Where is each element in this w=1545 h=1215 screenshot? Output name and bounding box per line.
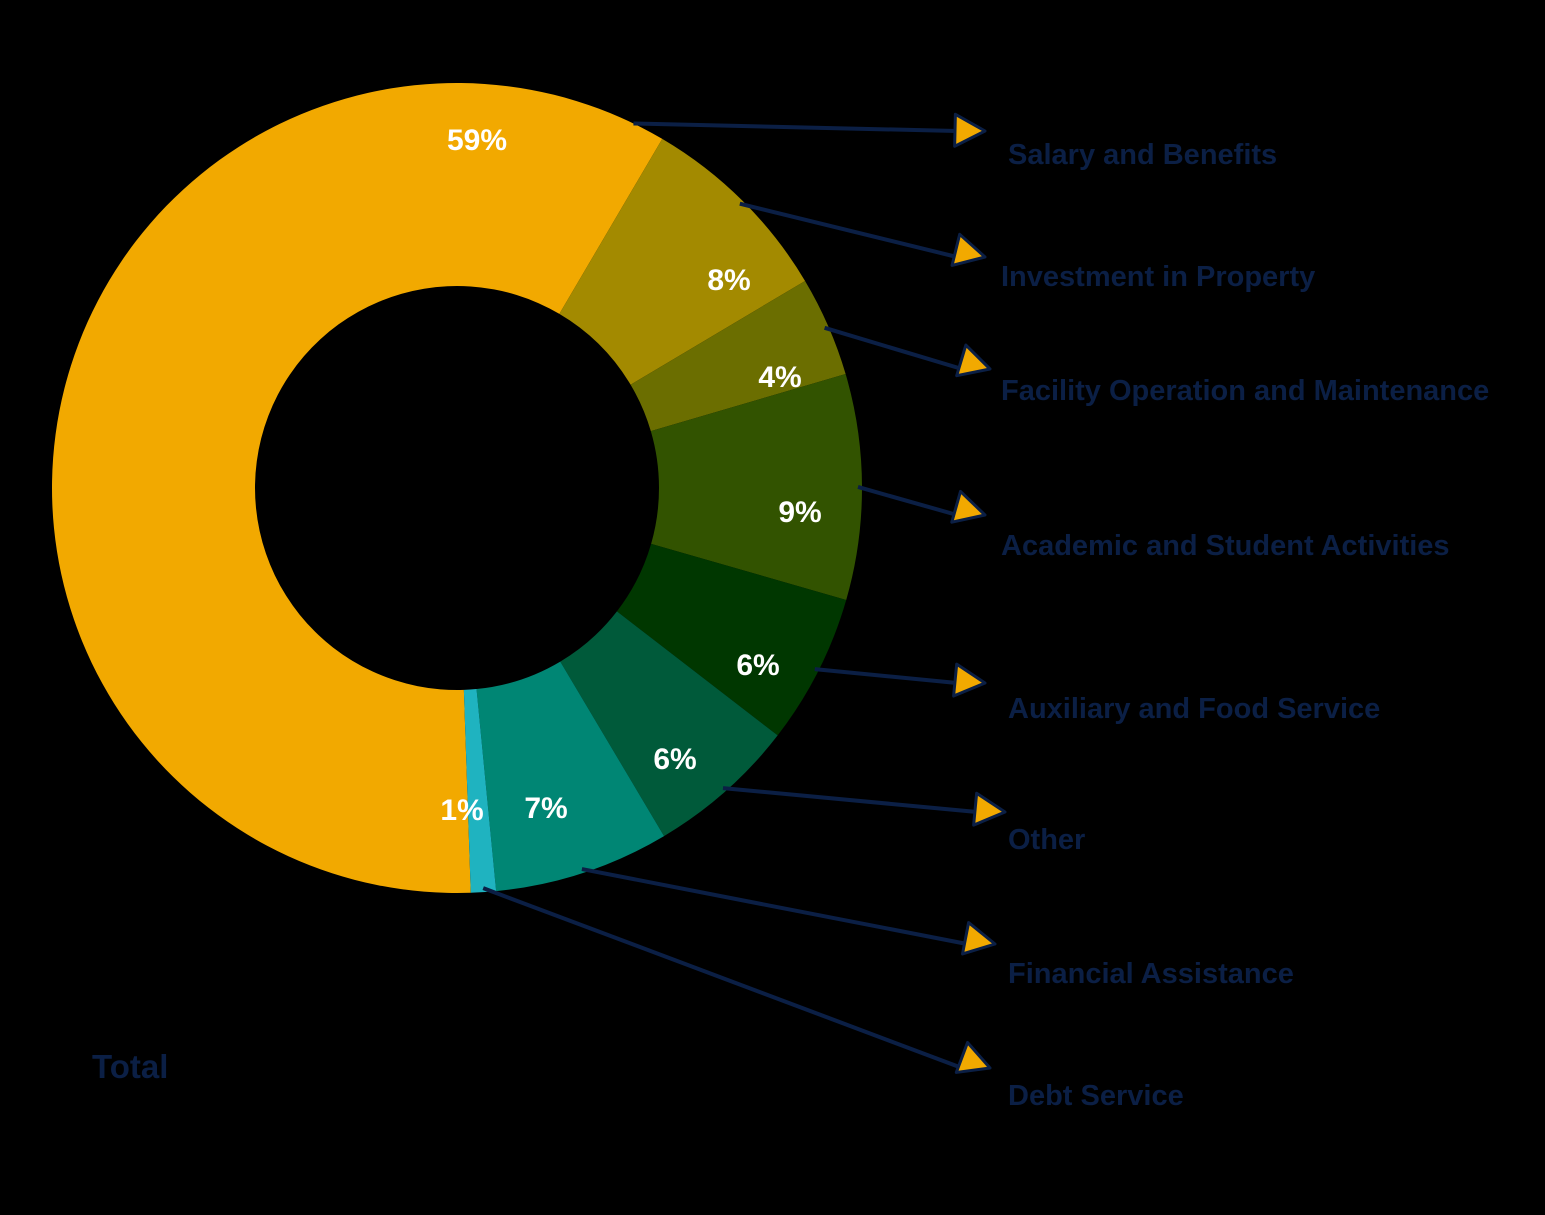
legend-label: Other bbox=[1008, 824, 1085, 856]
arrow-icon bbox=[972, 791, 1007, 827]
data-label: 6% bbox=[736, 649, 779, 682]
chart-title: Total bbox=[92, 1048, 168, 1085]
leader-line bbox=[633, 121, 958, 133]
legend-label: Salary and Benefits bbox=[1008, 139, 1277, 171]
legend-label: Academic and Student Activities bbox=[1001, 530, 1450, 562]
legend-label: Facility Operation and Maintenance bbox=[1001, 375, 1489, 407]
legend-label: Auxiliary and Food Service bbox=[1008, 693, 1380, 725]
data-label: 9% bbox=[778, 496, 821, 529]
data-label: 1% bbox=[440, 794, 483, 827]
data-label: 7% bbox=[524, 792, 567, 825]
slice-other bbox=[560, 611, 778, 837]
legend-label: Investment in Property bbox=[1001, 261, 1315, 293]
data-label: 4% bbox=[758, 361, 801, 394]
arrow-icon bbox=[950, 232, 987, 267]
leader-line bbox=[824, 325, 963, 371]
data-label: 59% bbox=[447, 124, 507, 157]
slice-academic-and-student-activities bbox=[650, 374, 862, 600]
leader-line bbox=[857, 485, 958, 517]
legend-label: Debt Service bbox=[1008, 1080, 1184, 1112]
legend: Salary and Benefits Investment in Propert… bbox=[1001, 139, 1489, 1112]
slice-facility-operation-and-maintenance bbox=[630, 280, 846, 432]
arrow-icon bbox=[955, 343, 992, 378]
leader-line bbox=[739, 201, 958, 259]
leader-line bbox=[581, 867, 968, 946]
data-label: 8% bbox=[707, 264, 750, 297]
slice-financial-assistance bbox=[476, 661, 665, 892]
arrow-icon bbox=[952, 662, 987, 698]
leader-line bbox=[482, 886, 963, 1070]
arrow-icon bbox=[953, 112, 987, 148]
percent-labels: 59% 8% 4% 9% 6% 6% 7% 1% bbox=[440, 124, 821, 827]
leader-line bbox=[814, 667, 958, 685]
slice-debt-service bbox=[463, 689, 497, 893]
leader-lines bbox=[482, 112, 1007, 1074]
slice-auxiliary-and-food-service bbox=[616, 543, 847, 736]
slice-salary-and-benefits bbox=[52, 83, 663, 893]
donut-slices bbox=[52, 83, 862, 893]
data-label: 6% bbox=[653, 743, 696, 776]
legend-label: Financial Assistance bbox=[1008, 958, 1294, 990]
leader-line bbox=[722, 786, 978, 814]
arrow-icon bbox=[960, 921, 997, 956]
arrow-icon bbox=[950, 489, 987, 524]
arrow-icon bbox=[954, 1040, 992, 1074]
slice-investment-in-property bbox=[559, 138, 806, 385]
